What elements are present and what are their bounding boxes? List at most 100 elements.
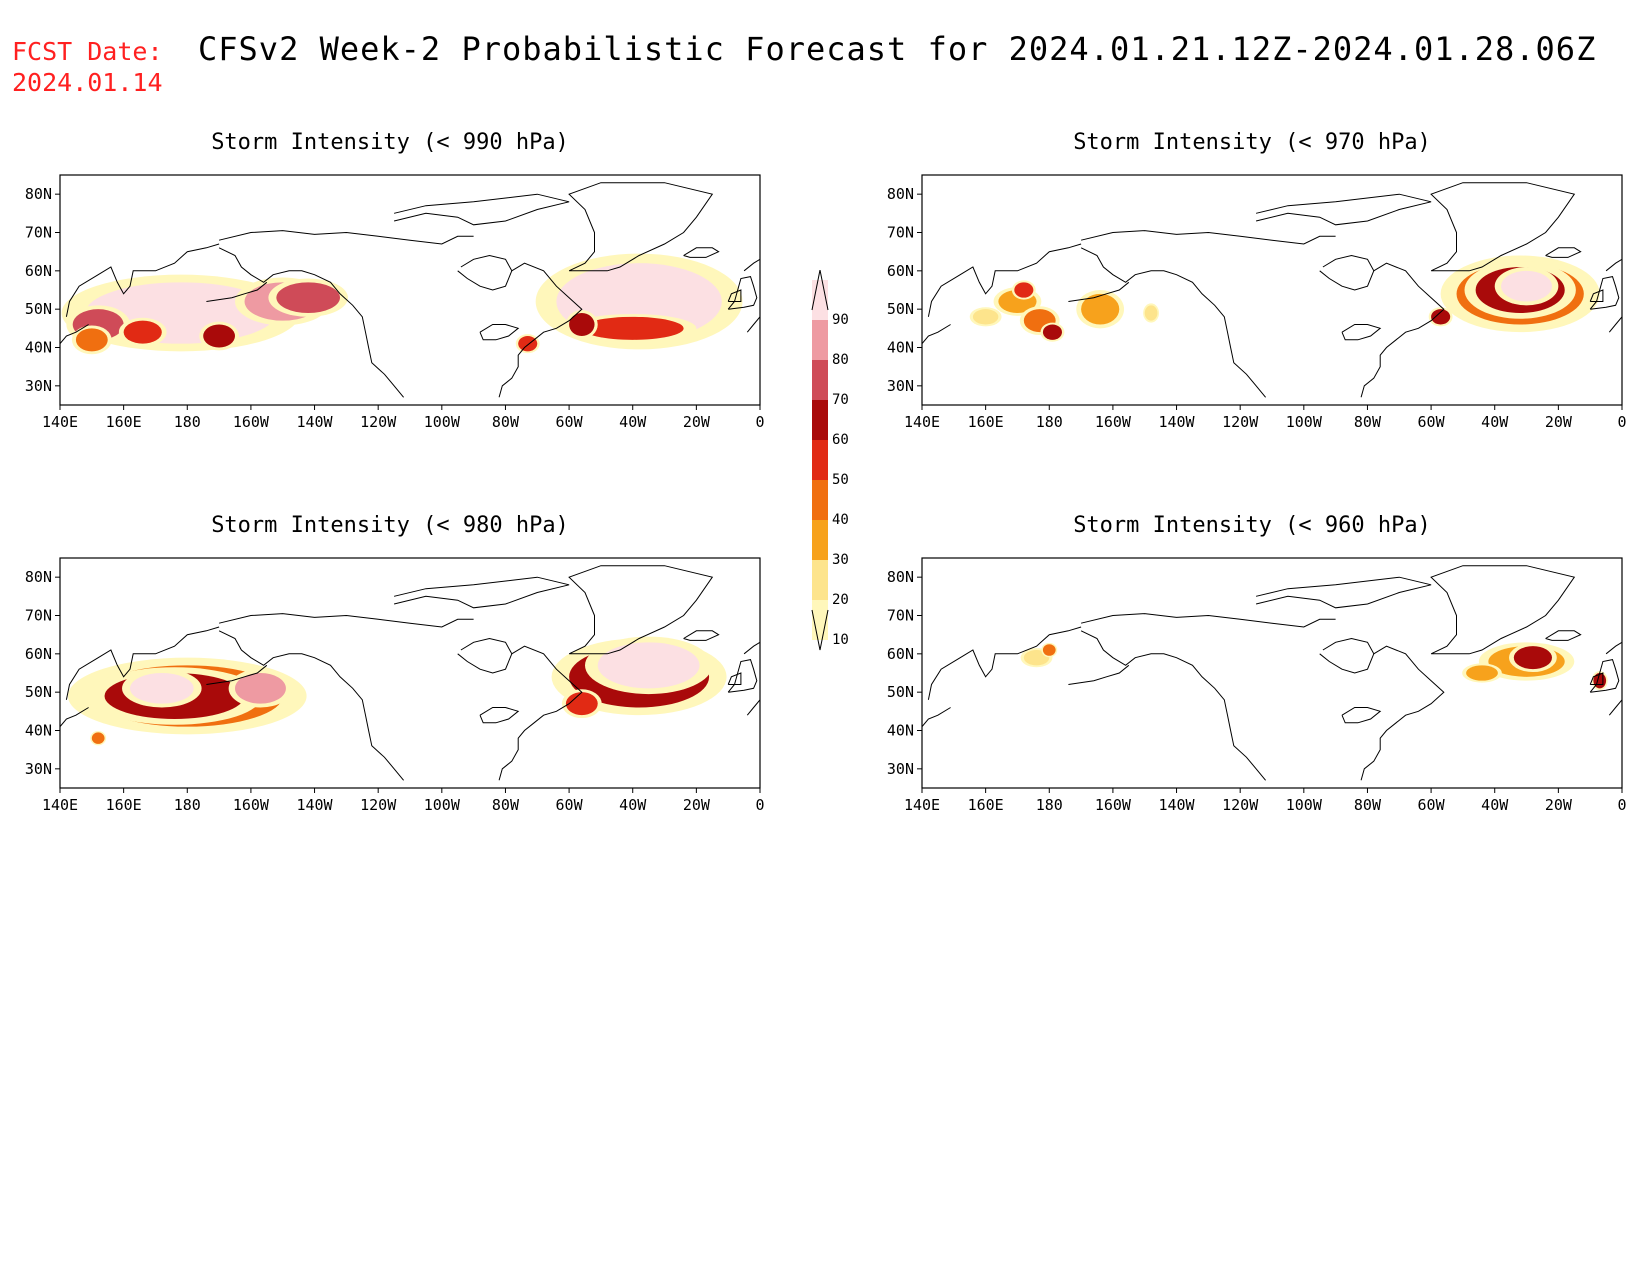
colorbar-segment (812, 320, 828, 360)
coastline (922, 324, 951, 345)
lat-label: 50N (887, 683, 914, 701)
lon-label: 80W (1354, 413, 1382, 431)
coastline (1255, 193, 1432, 226)
coastline (393, 576, 570, 609)
colorbar-label: 50 (832, 472, 849, 488)
lat-label: 40N (25, 722, 52, 740)
lon-label: 40W (1481, 796, 1509, 814)
colorbar-label: 80 (832, 352, 849, 368)
lat-label: 70N (887, 224, 914, 242)
lat-label: 30N (887, 760, 914, 778)
colorbar-legend: 10 20 30 40 50 60 70 80 90 (811, 270, 849, 651)
colorbar-label: 20 (832, 592, 849, 608)
page-title: CFSv2 Week-2 Probabilistic Forecast for … (198, 30, 1597, 68)
coastline (393, 193, 570, 226)
coastline (683, 630, 720, 641)
coastline (1360, 262, 1445, 398)
prob-area (1466, 665, 1498, 681)
prob-area (276, 282, 340, 313)
lon-label: 120W (1222, 796, 1259, 814)
lat-label: 30N (25, 377, 52, 395)
lat-label: 60N (887, 645, 914, 663)
coastline (498, 645, 583, 781)
coastline (1080, 613, 1336, 628)
coastline (1080, 230, 1336, 245)
coastline (498, 262, 583, 398)
lat-label: 80N (887, 185, 914, 203)
lat-label: 30N (887, 377, 914, 395)
prob-area (130, 673, 194, 704)
prob-area (1501, 270, 1552, 302)
lon-label: 0 (755, 413, 764, 431)
lon-label: 140W (296, 413, 333, 431)
plot-frame (59, 557, 761, 789)
lon-label: 80W (1354, 796, 1382, 814)
prob-area (91, 732, 105, 744)
colorbar-label: 10 (832, 632, 849, 648)
coastline (1589, 672, 1604, 685)
lon-label: 160E (968, 413, 1004, 431)
lon-label: 120W (360, 413, 397, 431)
colorbar-label: 40 (832, 512, 849, 528)
prob-area (972, 309, 999, 325)
prob-area (597, 642, 700, 689)
prob-area (1513, 646, 1552, 670)
colorbar-arrow-top (811, 270, 829, 311)
lon-label: 0 (755, 796, 764, 814)
plot-frame (921, 174, 1623, 406)
coastline (927, 626, 1082, 700)
lon-label: 100W (1286, 796, 1323, 814)
map-plot: 80N 70N 60N 50N 40N 30N 140E 160E 180 160W 140W 120… (887, 557, 1627, 814)
lat-label: 40N (25, 339, 52, 357)
lat-label: 50N (887, 300, 914, 318)
prob-area (1042, 644, 1056, 656)
coastline (1545, 630, 1582, 641)
lon-label: 140E (42, 413, 78, 431)
coastline (1608, 699, 1622, 716)
panel-970: Storm Intensity (< 970 hPa) 80N 70N 60N 50N… (862, 130, 1650, 460)
coastline (1068, 281, 1130, 302)
coastline (1589, 659, 1620, 693)
coastline (727, 276, 758, 310)
coastline (746, 699, 760, 716)
plot-frame (921, 557, 1623, 789)
coastline (60, 707, 89, 728)
coastline (65, 626, 220, 700)
lon-label: 40W (619, 796, 647, 814)
lon-label: 180 (1036, 413, 1063, 431)
lon-label: 140E (904, 413, 940, 431)
lon-label: 180 (174, 796, 201, 814)
fcst-date-block: FCST Date: 2024.01.14 (12, 36, 163, 98)
prob-area (1042, 324, 1062, 340)
coastline (743, 258, 760, 272)
coastline (683, 247, 720, 258)
coastline (727, 672, 742, 685)
fcst-date-label: FCST Date: (12, 37, 163, 66)
coastline (568, 182, 714, 272)
prob-area (1144, 305, 1158, 321)
panel-title: Storm Intensity (< 990 hPa) (211, 130, 569, 155)
prob-area (1014, 282, 1034, 298)
panel-990: Storm Intensity (< 990 hPa) 80N 70N 60N 50N… (0, 130, 815, 460)
lon-label: 160E (968, 796, 1004, 814)
lon-label: 60W (1418, 796, 1446, 814)
lat-label: 60N (25, 262, 52, 280)
coastline (922, 707, 951, 728)
coastline (60, 324, 89, 345)
lon-label: 60W (556, 413, 584, 431)
coastline (206, 664, 268, 685)
lon-label: 140W (296, 796, 333, 814)
lon-label: 140W (1158, 413, 1195, 431)
lat-label: 60N (887, 262, 914, 280)
colorbar-segment (812, 440, 828, 480)
lat-label: 80N (887, 568, 914, 586)
prob-area (75, 328, 108, 352)
coastline (479, 707, 520, 724)
lat-label: 30N (25, 760, 52, 778)
coastline (1608, 316, 1622, 333)
lon-label: 60W (1418, 413, 1446, 431)
coastline (727, 659, 758, 693)
lon-label: 80W (492, 413, 520, 431)
colorbar-label: 30 (832, 552, 849, 568)
lat-label: 50N (25, 300, 52, 318)
